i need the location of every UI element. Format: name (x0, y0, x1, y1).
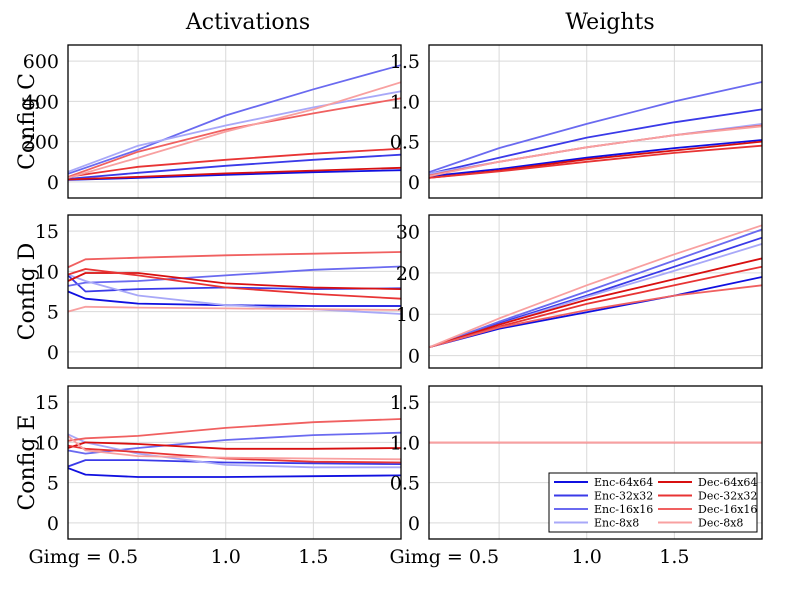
legend-label: Dec-32x32 (698, 490, 757, 503)
series-group (429, 224, 762, 349)
y-tick-label: 400 (23, 91, 59, 113)
y-tick-label: 0 (408, 513, 420, 535)
y-tick-label: 1.5 (390, 51, 420, 73)
y-tick-label: 20 (396, 263, 420, 285)
series-line-dec-32x32 (429, 265, 762, 349)
plot-frame (428, 44, 763, 199)
series-line-enc-32x32 (68, 153, 401, 180)
y-tick-label: 5 (47, 473, 59, 495)
series-group (68, 418, 401, 478)
y-tick-label: 15 (35, 221, 59, 243)
panel-r0-c1: 0 0.5 1.0 1.5 (390, 44, 763, 199)
x-tick-label-first: Gimg = 0.5 (28, 546, 138, 568)
series-line-dec-8x8 (429, 125, 762, 178)
y-tick-label: 0 (408, 172, 420, 194)
plot-frame (67, 44, 402, 199)
plot-frame (67, 385, 402, 540)
series-line-dec-32x32 (429, 144, 762, 179)
series-line-dec-16x16 (68, 418, 401, 442)
series-line-dec-16x16 (68, 97, 401, 178)
y-tick-label: 1.5 (390, 392, 420, 414)
y-tick-label: 200 (23, 132, 59, 154)
series-line-enc-8x8 (68, 433, 401, 469)
y-tick-label: 0 (47, 172, 59, 194)
y-tick-label: 10 (35, 261, 59, 283)
series-line-dec-8x8 (429, 224, 762, 349)
y-tick-label: 10 (396, 304, 420, 326)
series-line-dec-8x8 (68, 81, 401, 179)
series-line-dec-8x8 (68, 305, 401, 313)
x-tick-label: 1.5 (659, 546, 689, 568)
plot-frame (428, 214, 763, 369)
y-tick-label: 1.0 (390, 91, 420, 113)
y-tick-label: 1.0 (390, 432, 420, 454)
series-line-dec-8x8 (68, 435, 401, 461)
panel-r1-c1: 0 10 20 30 (396, 214, 763, 369)
y-tick-label: 15 (35, 392, 59, 414)
series-line-enc-16x16 (68, 64, 401, 175)
series-group (68, 64, 401, 181)
y-tick-label: 30 (396, 222, 420, 244)
legend-label: Dec-16x16 (698, 503, 757, 516)
y-tick-label: 0.5 (390, 473, 420, 495)
series-line-enc-16x16 (429, 228, 762, 349)
x-tick-label-first: Gimg = 0.5 (389, 546, 499, 568)
x-tick-label: 1.0 (572, 546, 602, 568)
y-tick-label: 0 (408, 346, 420, 368)
series-group (68, 251, 401, 315)
series-line-enc-64x64 (68, 467, 401, 478)
series-line-dec-64x64 (68, 166, 401, 181)
y-tick-label: 0 (47, 513, 59, 535)
y-tick-label: 5 (47, 302, 59, 324)
series-line-dec-64x64 (429, 257, 762, 349)
x-tick-label: 1.0 (211, 546, 241, 568)
series-line-enc-64x64 (429, 139, 762, 178)
row-label: Config E (15, 414, 40, 510)
series-line-enc-32x32 (429, 108, 762, 175)
series-line-enc-64x64 (68, 290, 401, 307)
y-tick-label: 0.5 (390, 132, 420, 154)
series-line-dec-64x64 (68, 272, 401, 290)
legend-label: Dec-64x64 (698, 476, 757, 489)
series-group (429, 81, 762, 179)
plot-frame (428, 385, 763, 540)
column-title-activations: Activations (185, 10, 310, 35)
row-label: Config C (15, 73, 40, 170)
series-line-dec-16x16 (429, 284, 762, 349)
legend-label: Enc-16x16 (594, 503, 653, 516)
y-tick-label: 600 (23, 51, 59, 73)
legend-label: Dec-8x8 (698, 517, 743, 530)
legend-label: Enc-32x32 (594, 490, 653, 503)
y-tick-label: 0 (47, 342, 59, 364)
plot-frame (67, 214, 402, 369)
series-line-dec-32x32 (68, 147, 401, 178)
series-line-enc-16x16 (429, 81, 762, 174)
legend-label: Enc-64x64 (594, 476, 653, 489)
series-line-enc-8x8 (68, 90, 401, 173)
column-title-weights: Weights (565, 10, 654, 35)
series-line-dec-64x64 (68, 441, 401, 450)
series-line-enc-32x32 (68, 274, 401, 293)
series-line-enc-32x32 (68, 459, 401, 468)
x-tick-label: 1.5 (298, 546, 328, 568)
series-line-dec-16x16 (68, 251, 401, 269)
series-line-dec-32x32 (68, 268, 401, 300)
row-label: Config D (15, 243, 40, 341)
y-tick-label: 10 (35, 432, 59, 454)
legend-label: Enc-8x8 (594, 517, 639, 530)
series-line-enc-16x16 (68, 431, 401, 455)
